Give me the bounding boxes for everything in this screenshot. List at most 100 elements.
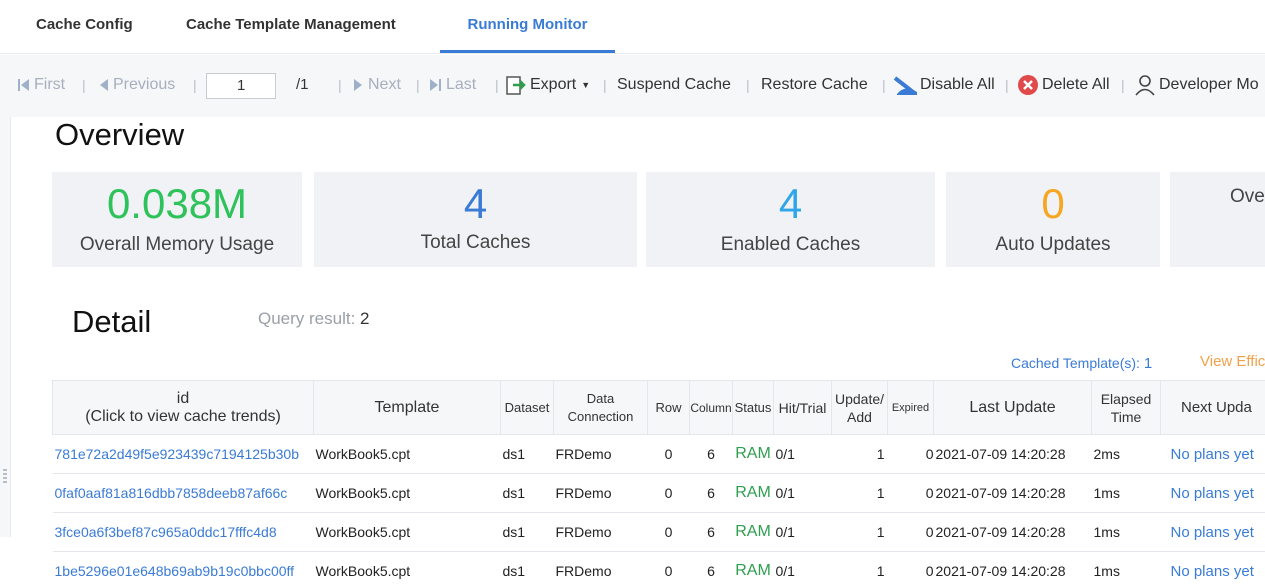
card-value: 4 xyxy=(463,180,488,227)
hit-cell: 0/1 xyxy=(773,512,832,552)
separator: | xyxy=(603,77,607,93)
card-overflow: Ove xyxy=(1170,172,1265,267)
left-collapse-bar xyxy=(0,117,11,537)
restore-cache-button[interactable]: Restore Cache xyxy=(761,76,868,93)
row-cell: 0 xyxy=(647,434,690,474)
cache-id-link[interactable]: 0faf0aaf81a816dbb7858deeb87af66c xyxy=(52,473,314,513)
column-cell: 6 xyxy=(689,512,733,552)
card-total-caches: 4 Total Caches xyxy=(314,172,637,267)
tab-cache-template-management[interactable]: Cache Template Management xyxy=(186,16,396,33)
delete-all-button[interactable]: Delete All xyxy=(1017,73,1110,97)
user-icon xyxy=(1135,75,1155,96)
col-update-add: Update/Add xyxy=(831,380,888,435)
card-label: Overall Memory Usage xyxy=(79,234,275,255)
cache-id-link[interactable]: 1be5296e01e648b69ab9b19c0bbc00ff xyxy=(52,551,314,584)
first-button[interactable]: First xyxy=(18,73,65,97)
expired-cell: 0 xyxy=(887,473,934,513)
connection-cell: FRDemo xyxy=(553,473,648,513)
hit-cell: 0/1 xyxy=(773,434,832,474)
card-auto-updates: 0 Auto Updates xyxy=(946,172,1160,267)
separator: | xyxy=(882,77,886,93)
row-cell: 0 xyxy=(647,473,690,513)
overview-heading: Overview xyxy=(55,117,185,152)
next-update-cell[interactable]: No plans yet xyxy=(1160,434,1265,474)
col-next-update: Next Upda xyxy=(1160,380,1265,435)
col-status: Status xyxy=(732,380,774,435)
table-row: 1be5296e01e648b69ab9b19c0bbc00ff WorkBoo… xyxy=(52,551,1265,584)
card-value: 0 xyxy=(1041,180,1065,227)
expired-cell: 0 xyxy=(887,512,934,552)
separator: | xyxy=(193,77,197,93)
card-value: 4 xyxy=(778,180,803,227)
status-cell: RAM xyxy=(732,551,774,584)
connection-cell: FRDemo xyxy=(553,551,648,584)
disable-icon xyxy=(893,76,917,95)
column-cell: 6 xyxy=(689,434,733,474)
last-update-cell: 2021-07-09 14:20:28 xyxy=(933,473,1092,513)
update-cell: 1 xyxy=(831,512,888,552)
col-template: Template xyxy=(313,380,501,435)
connection-cell: FRDemo xyxy=(553,434,648,474)
elapsed-cell: 2ms xyxy=(1091,434,1161,474)
dataset-cell: ds1 xyxy=(500,473,554,513)
template-cell: WorkBook5.cpt xyxy=(313,551,501,584)
col-hit-trial: Hit/Trial xyxy=(773,380,832,435)
disable-all-button[interactable]: Disable All xyxy=(893,73,995,97)
expired-cell: 0 xyxy=(887,551,934,584)
table-row: 0faf0aaf81a816dbb7858deeb87af66c WorkBoo… xyxy=(52,473,1265,513)
next-update-cell[interactable]: No plans yet xyxy=(1160,473,1265,513)
elapsed-cell: 1ms xyxy=(1091,473,1161,513)
previous-button[interactable]: Previous xyxy=(100,73,175,97)
previous-icon xyxy=(100,79,108,91)
next-update-cell[interactable]: No plans yet xyxy=(1160,512,1265,552)
view-efficiency-link[interactable]: View Effic xyxy=(1200,353,1265,370)
dataset-cell: ds1 xyxy=(500,551,554,584)
cache-id-link[interactable]: 781e72a2d49f5e923439c7194125b30b xyxy=(52,434,314,474)
cached-templates-link[interactable]: Cached Template(s): 1 xyxy=(1011,355,1153,372)
page-total: /1 xyxy=(296,76,309,93)
hit-cell: 0/1 xyxy=(773,551,832,584)
tab-running-monitor[interactable]: Running Monitor xyxy=(440,0,615,53)
suspend-cache-button[interactable]: Suspend Cache xyxy=(617,76,731,93)
col-column: Column xyxy=(689,380,733,435)
next-icon xyxy=(354,79,362,91)
next-button[interactable]: Next xyxy=(354,73,401,97)
status-cell: RAM xyxy=(732,434,774,474)
last-update-cell: 2021-07-09 14:20:28 xyxy=(933,512,1092,552)
page-number-input[interactable]: 1 xyxy=(206,73,276,99)
col-dataset: Dataset xyxy=(500,380,554,435)
tab-cache-config[interactable]: Cache Config xyxy=(36,16,133,33)
dataset-cell: ds1 xyxy=(500,512,554,552)
card-label: Auto Updates xyxy=(995,234,1111,255)
export-icon xyxy=(506,76,526,95)
cache-id-link[interactable]: 3fce0a6f3bef87c965a0ddc17fffc4d8 xyxy=(52,512,314,552)
delete-icon xyxy=(1018,75,1038,95)
col-expired: Expired xyxy=(887,380,934,435)
cache-table: id (Click to view cache trends) Template … xyxy=(52,380,1265,584)
col-elapsed-time: Elapsed Time xyxy=(1091,380,1161,435)
drag-handle-icon[interactable] xyxy=(3,469,7,483)
separator: | xyxy=(746,77,750,93)
card-label: Ove xyxy=(1230,186,1265,207)
template-cell: WorkBook5.cpt xyxy=(313,434,501,474)
template-cell: WorkBook5.cpt xyxy=(313,512,501,552)
table-row: 3fce0a6f3bef87c965a0ddc17fffc4d8 WorkBoo… xyxy=(52,512,1265,552)
next-update-cell[interactable]: No plans yet xyxy=(1160,551,1265,584)
chevron-down-icon: ▼ xyxy=(581,80,591,90)
separator: | xyxy=(495,77,499,93)
tab-bar: Cache Config Cache Template Management R… xyxy=(0,0,1265,54)
expired-cell: 0 xyxy=(887,434,934,474)
developer-mode-button[interactable]: Developer Mo xyxy=(1134,73,1259,97)
template-cell: WorkBook5.cpt xyxy=(313,473,501,513)
export-button[interactable]: Export ▼ xyxy=(505,73,590,97)
last-update-cell: 2021-07-09 14:20:28 xyxy=(933,434,1092,474)
hit-cell: 0/1 xyxy=(773,473,832,513)
col-id[interactable]: id (Click to view cache trends) xyxy=(52,380,314,435)
card-label: Total Caches xyxy=(420,232,531,253)
last-button[interactable]: Last xyxy=(430,73,476,97)
row-cell: 0 xyxy=(647,512,690,552)
card-memory-usage: 0.038M Overall Memory Usage xyxy=(52,172,302,267)
connection-cell: FRDemo xyxy=(553,512,648,552)
column-cell: 6 xyxy=(689,473,733,513)
update-cell: 1 xyxy=(831,551,888,584)
